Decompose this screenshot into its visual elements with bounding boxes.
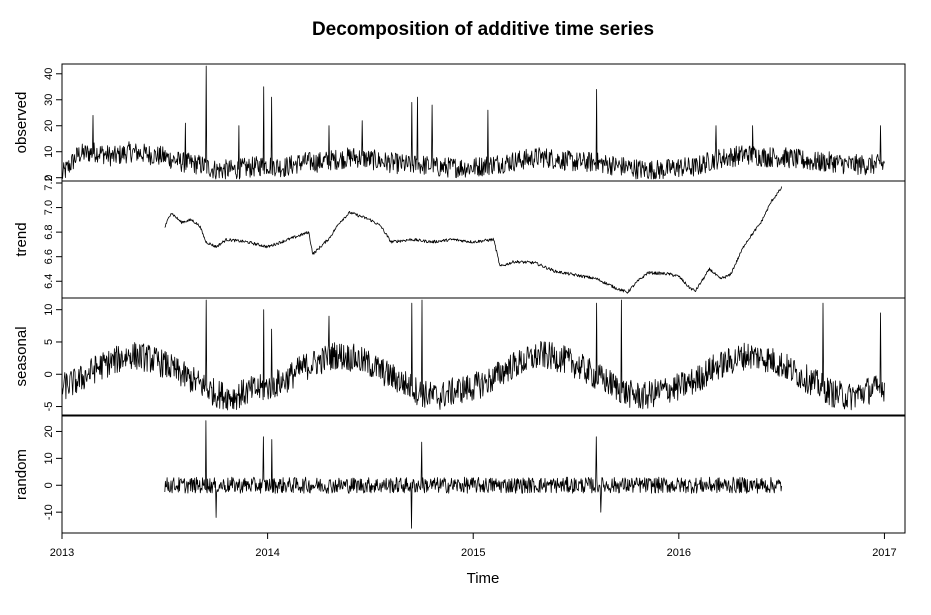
y-tick-label-random: 0 (43, 482, 55, 488)
panel-observed: 0 10 20 30 40 observed (13, 63, 906, 182)
panel-label-trend: trend (13, 222, 30, 256)
x-tick-label: 2017 (872, 547, 896, 559)
panel-frame-trend (61, 180, 906, 299)
y-tick-label-observed: 0 (43, 175, 55, 181)
y-tick-label-random: 20 (43, 425, 55, 437)
panel-label-random: random (13, 449, 30, 500)
panel-label-seasonal: seasonal (13, 326, 30, 386)
y-tick-label-observed: 40 (43, 68, 55, 80)
y-tick-label-seasonal: 0 (43, 371, 55, 377)
panel-frame-seasonal (61, 297, 906, 416)
y-tick-label-observed: 20 (43, 120, 55, 132)
y-tick-label-observed: 10 (43, 146, 55, 158)
x-tick-label: 2015 (461, 547, 485, 559)
series-line-trend (164, 186, 782, 294)
panel-frame-random (61, 415, 906, 534)
panels-layer: 0 10 20 30 40 observed 6.4 6.6 6.8 7.0 7.2 trend -5 0… (13, 63, 906, 534)
y-tick-label-observed: 30 (43, 94, 55, 106)
series-line-random (164, 420, 782, 529)
chart-title: Decomposition of additive time series (312, 19, 654, 40)
x-tick-label: 2013 (50, 547, 74, 559)
y-tick-label-trend: 7.0 (43, 200, 55, 215)
x-axis: 2013 2014 2015 2016 2017 (50, 533, 897, 559)
y-tick-label-random: 10 (43, 452, 55, 464)
x-tick-label: 2014 (255, 547, 279, 559)
x-axis-label: Time (467, 570, 500, 587)
series-line-observed (61, 65, 885, 180)
y-tick-label-trend: 7.2 (43, 175, 55, 190)
y-tick-label-trend: 6.4 (43, 274, 55, 289)
y-tick-label-seasonal: 5 (43, 339, 55, 345)
panel-trend: 6.4 6.6 6.8 7.0 7.2 trend (13, 175, 906, 299)
x-tick-label: 2016 (667, 547, 691, 559)
panel-seasonal: -5 0 5 10 seasonal (13, 297, 906, 416)
y-tick-label-trend: 6.6 (43, 249, 55, 264)
series-line-seasonal (61, 299, 885, 411)
y-tick-label-seasonal: -5 (43, 402, 55, 412)
panel-label-observed: observed (13, 92, 30, 154)
panel-random: -10 0 10 20 random (13, 415, 906, 534)
y-tick-label-seasonal: 10 (43, 304, 55, 316)
y-tick-label-random: -10 (43, 504, 55, 520)
y-tick-label-trend: 6.8 (43, 224, 55, 239)
